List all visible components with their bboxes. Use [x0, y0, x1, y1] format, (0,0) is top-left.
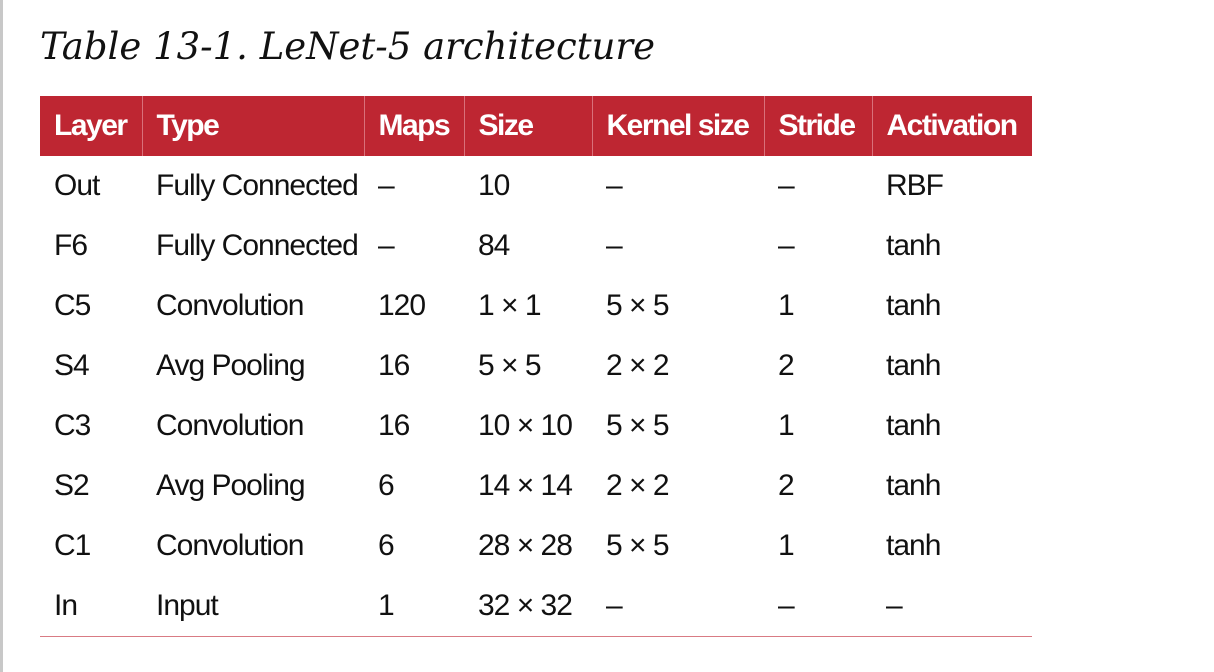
cell-type: Convolution [156, 529, 304, 562]
cell-layer: C3 [54, 409, 91, 442]
header-row: Layer Type Maps Size Kernel size Stride … [40, 96, 1032, 156]
cell-size: 28 × 28 [478, 529, 573, 562]
table-row: In Input 1 32 × 32 – – – [40, 576, 1032, 637]
cell-type: Input [142, 576, 364, 637]
cell-maps: 6 [378, 529, 395, 562]
header-size: Size [463, 96, 592, 156]
header-stride: Stride [763, 96, 872, 156]
table-caption: Table 13-1. LeNet-5 architecture [40, 25, 655, 68]
cell-stride: 1 [778, 409, 795, 442]
cell-stride: – [778, 169, 795, 202]
table-row: F6 Fully Connected – 84 – – tanh [40, 216, 1032, 276]
cell-type: Convolution [156, 289, 304, 322]
cell-type: Avg Pooling [156, 469, 306, 502]
table-header: Layer Type Maps Size Kernel size Stride … [40, 96, 1032, 156]
table-row: S2 Avg Pooling 6 14 × 14 2 × 2 2 tanh [40, 456, 1032, 516]
cell-activation: tanh [886, 529, 941, 562]
cell-activation: tanh [886, 409, 941, 442]
cell-type: Avg Pooling [156, 349, 306, 382]
table-row: C3 Convolution 16 10 × 10 5 × 5 1 tanh [40, 396, 1032, 456]
table-row: Out Fully Connected – 10 – – RBF [40, 156, 1032, 216]
cell-kernel-size: 5 × 5 [606, 529, 670, 562]
page-left-border [0, 0, 3, 672]
cell-activation: RBF [886, 169, 944, 202]
cell-layer: Out [54, 169, 100, 202]
cell-layer: F6 [54, 229, 88, 262]
cell-stride: – [764, 576, 872, 637]
header-type: Type [141, 96, 364, 156]
table-row: S4 Avg Pooling 16 5 × 5 2 × 2 2 tanh [40, 336, 1032, 396]
cell-kernel-size: – [592, 576, 764, 637]
cell-type: Fully Connected [156, 229, 359, 262]
cell-maps: 16 [378, 349, 410, 382]
cell-maps: 120 [378, 289, 426, 322]
cell-maps: – [378, 169, 395, 202]
cell-layer: C5 [54, 289, 91, 322]
cell-size: 84 [478, 229, 510, 262]
cell-stride: 2 [778, 349, 795, 382]
cell-activation: – [872, 576, 1032, 637]
lenet-architecture-table: Layer Type Maps Size Kernel size Stride … [40, 96, 1032, 637]
table-container: Layer Type Maps Size Kernel size Stride … [40, 96, 1032, 637]
cell-stride: 1 [778, 289, 795, 322]
cell-type: Convolution [156, 409, 304, 442]
cell-size: 14 × 14 [478, 469, 573, 502]
table-row: C1 Convolution 6 28 × 28 5 × 5 1 tanh [40, 516, 1032, 576]
cell-size: 1 × 1 [478, 289, 542, 322]
cell-kernel-size: 2 × 2 [606, 349, 670, 382]
header-layer: Layer [54, 109, 128, 142]
cell-maps: 1 [364, 576, 464, 637]
cell-stride: – [778, 229, 795, 262]
cell-size: 5 × 5 [478, 349, 542, 382]
cell-activation: tanh [886, 289, 941, 322]
cell-layer: S4 [54, 349, 90, 382]
cell-size: 32 × 32 [464, 576, 592, 637]
cell-kernel-size: 5 × 5 [606, 409, 670, 442]
cell-activation: tanh [886, 469, 941, 502]
cell-kernel-size: 2 × 2 [606, 469, 670, 502]
cell-maps: 16 [378, 409, 410, 442]
cell-maps: – [378, 229, 395, 262]
cell-layer: In [40, 576, 142, 637]
cell-size: 10 × 10 [478, 409, 573, 442]
cell-kernel-size: – [606, 169, 623, 202]
header-kernel-size: Kernel size [591, 96, 764, 156]
cell-activation: tanh [886, 349, 941, 382]
cell-maps: 6 [378, 469, 395, 502]
cell-kernel-size: 5 × 5 [606, 289, 670, 322]
cell-size: 10 [478, 169, 510, 202]
cell-layer: S2 [54, 469, 90, 502]
cell-stride: 2 [778, 469, 795, 502]
cell-stride: 1 [778, 529, 795, 562]
header-maps: Maps [363, 96, 464, 156]
cell-type: Fully Connected [156, 169, 359, 202]
cell-layer: C1 [54, 529, 91, 562]
table-body: Out Fully Connected – 10 – – RBF F6 Full… [40, 156, 1032, 637]
cell-activation: tanh [886, 229, 941, 262]
table-row: C5 Convolution 120 1 × 1 5 × 5 1 tanh [40, 276, 1032, 336]
header-activation: Activation [871, 96, 1032, 156]
cell-kernel-size: – [606, 229, 623, 262]
